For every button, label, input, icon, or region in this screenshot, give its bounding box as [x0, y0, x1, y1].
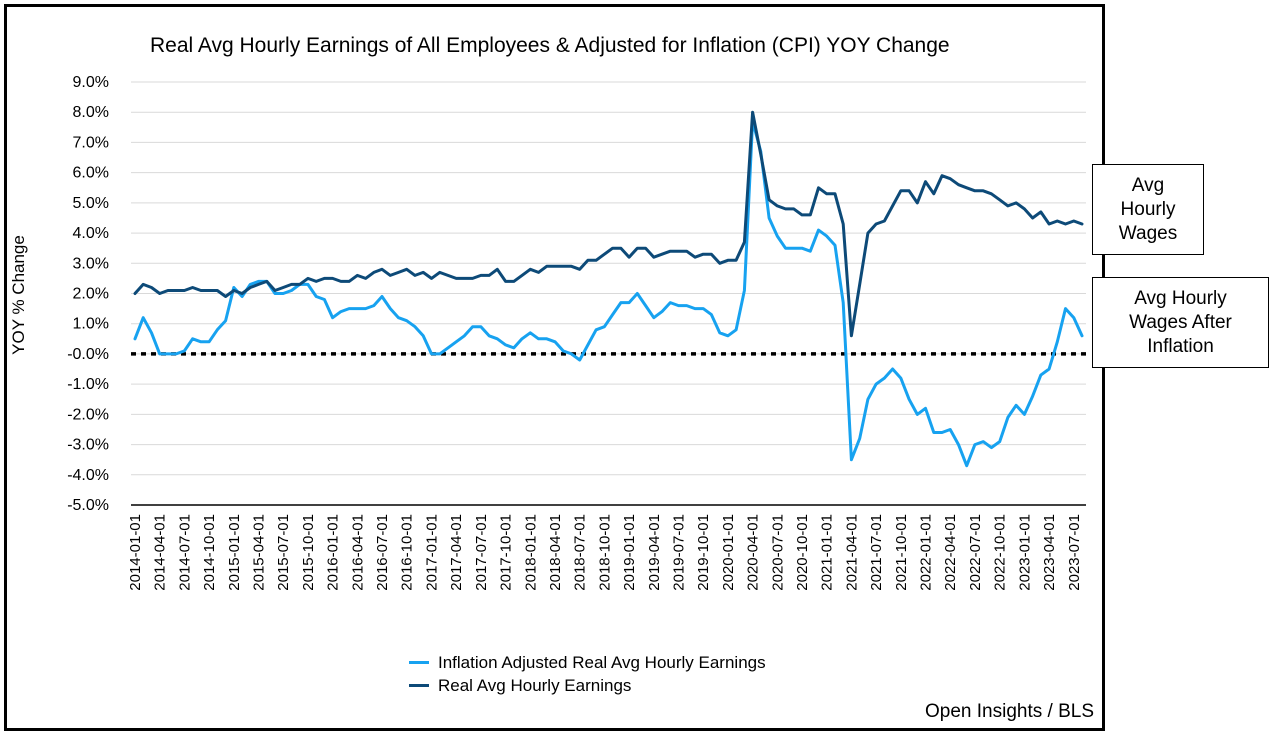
x-tick-label: 2014-07-01 [176, 514, 193, 591]
series-lines [133, 110, 1084, 468]
y-tick-labels: 9.0% 8.0% 7.0% 6.0% 5.0% 4.0% 3.0% 2.0% 1.0% -0.0… [67, 74, 109, 514]
callout-after-inflation-line: Inflation [1147, 335, 1214, 357]
x-tick-label: 2015-04-01 [251, 514, 268, 591]
legend-swatch-real [409, 684, 429, 687]
y-tick-label: 5.0% [73, 195, 109, 212]
y-tick-label: 2.0% [73, 286, 109, 303]
y-tick-label: -3.0% [67, 437, 109, 454]
y-tick-label: 1.0% [73, 316, 109, 333]
x-tick-label: 2020-04-01 [745, 514, 762, 591]
x-tick-label: 2019-10-01 [695, 514, 712, 591]
x-tick-label: 2020-01-01 [720, 514, 737, 591]
x-tick-label: 2016-01-01 [325, 514, 342, 591]
legend-label-real: Real Avg Hourly Earnings [438, 675, 632, 695]
x-tick-label: 2020-07-01 [769, 514, 786, 591]
x-tick-labels: 2014-01-01 2014-04-01 2014-07-01 2014-10-01… [127, 514, 1083, 591]
y-tick-label: 4.0% [73, 225, 109, 242]
callout-after-inflation: Avg Hourly Wages After Inflation [1092, 277, 1269, 368]
x-tick-label: 2014-04-01 [152, 514, 169, 591]
x-tick-label: 2021-10-01 [893, 514, 910, 591]
callout-wages-line: Hourly [1120, 198, 1176, 220]
x-tick-label: 2018-01-01 [522, 514, 539, 591]
x-tick-label: 2016-04-01 [349, 514, 366, 591]
x-tick-label: 2015-01-01 [226, 514, 243, 591]
x-tick-label: 2014-01-01 [127, 514, 144, 591]
legend-item-adjusted: Inflation Adjusted Real Avg Hourly Earni… [409, 651, 766, 674]
x-tick-label: 2018-04-01 [547, 514, 564, 591]
x-tick-label: 2023-07-01 [1066, 514, 1083, 591]
x-tick-label: 2021-04-01 [843, 514, 860, 591]
x-tick-label: 2017-07-01 [473, 514, 490, 591]
x-tick-label: 2018-10-01 [596, 514, 613, 591]
callout-wages-line: Wages [1118, 222, 1178, 244]
x-tick-label: 2022-04-01 [942, 514, 959, 591]
y-tick-label: 8.0% [73, 104, 109, 121]
legend-item-real: Real Avg Hourly Earnings [409, 674, 766, 697]
y-tick-label: -0.0% [67, 346, 109, 363]
x-tick-label: 2021-01-01 [819, 514, 836, 591]
series-line-adjusted [133, 119, 1084, 468]
y-tick-label: -2.0% [67, 406, 109, 423]
x-tick-label: 2016-07-01 [374, 514, 391, 591]
x-tick-label: 2023-04-01 [1041, 514, 1058, 591]
x-tick-label: 2019-07-01 [670, 514, 687, 591]
x-tick-label: 2015-07-01 [275, 514, 292, 591]
x-tick-label: 2022-07-01 [967, 514, 984, 591]
x-tick-label: 2020-10-01 [794, 514, 811, 591]
y-tick-label: -1.0% [67, 376, 109, 393]
y-tick-label: 7.0% [73, 134, 109, 151]
y-tick-label: 3.0% [73, 255, 109, 272]
x-tick-label: 2019-04-01 [646, 514, 663, 591]
x-tick-label: 2015-10-01 [300, 514, 317, 591]
x-tick-label: 2023-01-01 [1016, 514, 1033, 591]
callout-wages-line: Avg [1131, 174, 1165, 196]
y-tick-label: 6.0% [73, 165, 109, 182]
x-tick-label: 2021-07-01 [868, 514, 885, 591]
legend-label-adjusted: Inflation Adjusted Real Avg Hourly Earni… [438, 652, 766, 672]
x-tick-label: 2017-01-01 [423, 514, 440, 591]
x-tick-label: 2019-01-01 [621, 514, 638, 591]
series-line-real [133, 110, 1084, 338]
x-tick-label: 2014-10-01 [201, 514, 218, 591]
source-credit: Open Insights / BLS [925, 701, 1094, 722]
chart-title: Real Avg Hourly Earnings of All Employee… [150, 34, 950, 57]
x-tick-label: 2022-01-01 [918, 514, 935, 591]
x-tick-label: 2016-10-01 [399, 514, 416, 591]
x-tick-label: 2018-07-01 [572, 514, 589, 591]
callout-wages: Avg Hourly Wages [1092, 164, 1204, 255]
legend: Inflation Adjusted Real Avg Hourly Earni… [409, 651, 766, 697]
x-tick-label: 2022-10-01 [992, 514, 1009, 591]
x-tick-label: 2017-10-01 [498, 514, 515, 591]
callout-after-inflation-line: Wages After [1129, 311, 1232, 333]
x-tick-label: 2017-04-01 [448, 514, 465, 591]
y-tick-label: -5.0% [67, 497, 109, 514]
legend-swatch-adjusted [409, 661, 429, 664]
gridlines [131, 81, 1086, 506]
callout-after-inflation-line: Avg Hourly [1134, 287, 1227, 309]
y-tick-label: 9.0% [73, 74, 109, 91]
y-tick-label: -4.0% [67, 467, 109, 484]
